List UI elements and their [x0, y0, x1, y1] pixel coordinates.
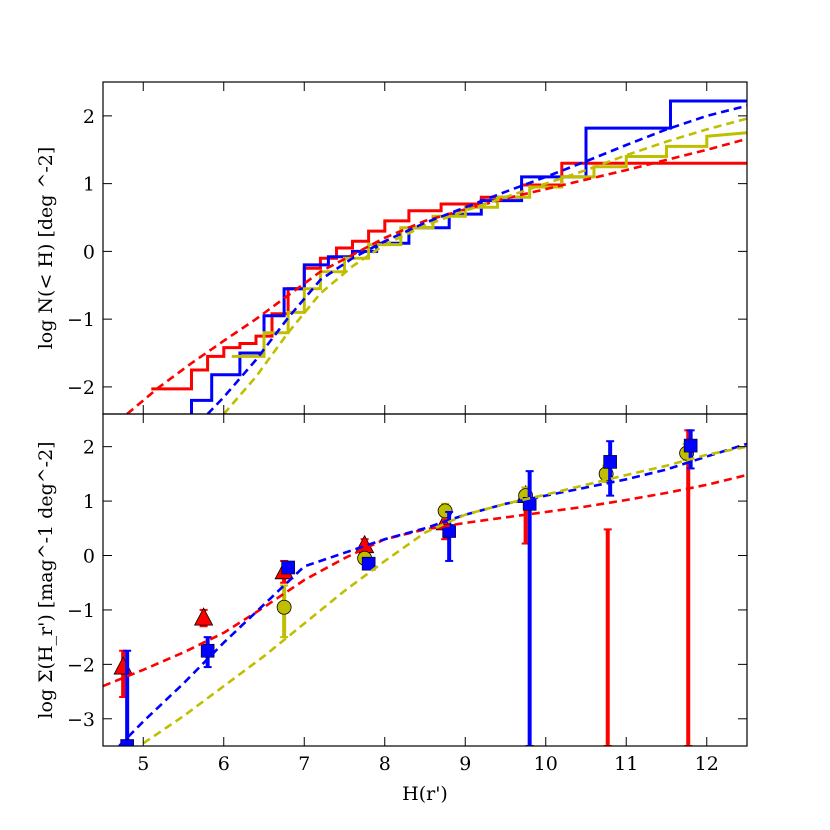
bottom-blue-fit-line: [118, 442, 747, 746]
bottom-panel-frame: [102, 413, 748, 747]
top-blue-cumulative-line: [190, 99, 747, 414]
bottom-panel-data: [103, 429, 747, 746]
bottom-red-triangles-marker: [193, 607, 214, 626]
x-tick-label: 11: [614, 753, 638, 775]
x-tick-label: 5: [137, 753, 149, 775]
top-panel-ticks: −2 −1 0 1 2: [67, 82, 747, 414]
bottom-blue-squares-marker: [683, 438, 698, 453]
x-axis-label: H(r'): [402, 783, 448, 805]
top-panel-frame: [102, 81, 748, 415]
top-y-tick-label: 0: [83, 241, 95, 263]
x-tick-label: 8: [379, 753, 391, 775]
bottom-y-tick-label: 2: [83, 437, 95, 459]
top-y-tick-label: 2: [83, 106, 95, 128]
bottom-blue-squares-marker: [603, 455, 617, 469]
bottom-y-tick-label: 0: [83, 546, 95, 568]
top-yellow-fit-line: [222, 117, 747, 414]
bottom-blue-squares-marker: [281, 560, 295, 575]
top-blue-fit-line: [206, 104, 747, 414]
bottom-y-tick-label: −2: [67, 654, 95, 676]
bottom-yellow-circles-marker: [276, 599, 292, 615]
top-panel-data: [126, 99, 747, 414]
bottom-yellow-fit-line: [142, 445, 747, 745]
x-tick-label: 9: [459, 753, 471, 775]
bottom-blue-squares-marker: [361, 556, 376, 571]
bottom-y-tick-label: −3: [67, 709, 95, 731]
top-y-axis-label: log N(< H) [deg ^-2]: [35, 147, 57, 350]
bottom-y-axis-label: log Σ(H_r') [mag^-1 deg^-2]: [35, 441, 57, 718]
x-tick-label: 12: [695, 753, 719, 775]
bottom-blue-squares-marker: [120, 739, 134, 746]
top-y-tick-label: 1: [83, 174, 95, 196]
x-tick-label: 7: [298, 753, 310, 775]
top-y-tick-label: −1: [67, 309, 95, 331]
top-y-tick-label: −2: [67, 377, 95, 399]
x-tick-label: 10: [534, 753, 558, 775]
top-red-fit-line: [126, 137, 747, 414]
bottom-red-triangles-marker: [113, 656, 133, 675]
bottom-y-tick-label: 1: [83, 491, 95, 513]
bottom-y-tick-label: −1: [67, 600, 95, 622]
bottom-red-fit-line: [103, 473, 747, 688]
x-tick-label: 6: [218, 753, 230, 775]
bottom-blue-squares-marker: [200, 643, 215, 658]
top-yellow-cumulative-line: [231, 131, 747, 358]
